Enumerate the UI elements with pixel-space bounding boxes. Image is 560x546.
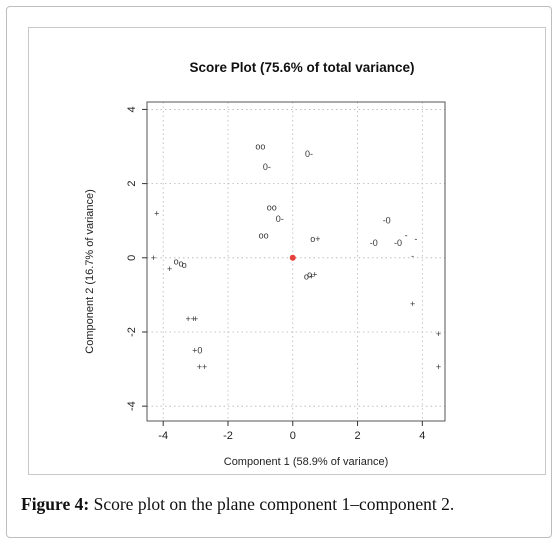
- data-point: o: [179, 258, 184, 268]
- data-point: +: [167, 264, 172, 274]
- y-tick-label: 4: [126, 106, 138, 112]
- origin-marker: [289, 254, 296, 261]
- x-tick-label: 4: [419, 430, 425, 442]
- data-point: -0: [383, 216, 391, 226]
- data-point: 0-: [276, 214, 284, 224]
- data-point: +: [154, 208, 159, 218]
- plot-area: [146, 101, 446, 422]
- caption-label: Figure 4:: [21, 494, 90, 514]
- x-tick-label: 2: [354, 430, 360, 442]
- score-plot: Score Plot (75.6% of total variance)-4 -2…: [84, 60, 446, 468]
- data-point: oo: [259, 231, 269, 241]
- x-tick-label: 0: [290, 430, 296, 442]
- data-point: oo: [255, 142, 265, 152]
- data-point: o: [182, 260, 187, 270]
- data-point: -: [405, 231, 408, 241]
- figure-image: Score Plot (75.6% of total variance) -4 -2…: [28, 27, 546, 475]
- x-axis-label: Component 1 (58.9% of variance): [224, 456, 388, 468]
- data-point: -: [414, 234, 417, 244]
- data-point: -0: [370, 238, 378, 248]
- data-point: +: [436, 329, 441, 339]
- data-point: o+: [307, 269, 317, 279]
- data-point: o: [174, 257, 179, 267]
- data-point: ++: [197, 362, 208, 372]
- data-point: o+: [310, 234, 320, 244]
- data-point: +: [410, 299, 415, 309]
- data-point: -0: [394, 238, 402, 248]
- y-tick-label: -2: [126, 327, 138, 337]
- figure-frame: Score Plot (75.6% of total variance) -4 -2…: [6, 6, 552, 538]
- data-point: ++: [185, 314, 196, 324]
- x-tick-label: -4: [158, 430, 168, 442]
- y-tick-label: 2: [126, 181, 138, 187]
- data-point: o+: [304, 271, 314, 281]
- chart-title: Score Plot (75.6% of total variance): [189, 60, 414, 75]
- data-point: +: [151, 253, 156, 263]
- data-point: 0-: [305, 149, 313, 159]
- data-point: oo: [267, 203, 277, 213]
- data-point: +0: [192, 346, 202, 356]
- caption-text: Score plot on the plane component 1–comp…: [89, 494, 455, 514]
- figure-caption: Figure 4: Score plot on the plane compon…: [21, 494, 551, 515]
- y-tick-label: 0: [126, 255, 138, 261]
- data-point: +: [436, 362, 441, 372]
- x-tick-label: -2: [223, 430, 233, 442]
- y-tick-label: -4: [126, 401, 138, 411]
- data-point: -: [411, 251, 414, 261]
- data-point: 0-: [263, 162, 271, 172]
- y-axis-label: Component 2 (16.7% of variance): [84, 189, 96, 353]
- data-point: +: [193, 314, 198, 324]
